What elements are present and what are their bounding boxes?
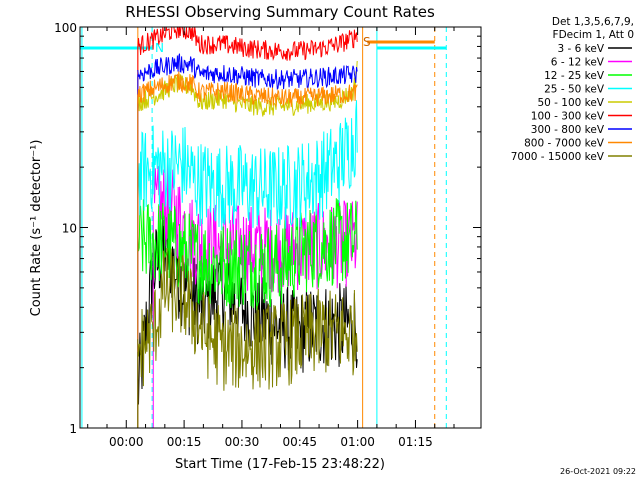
series-line-6 <box>137 26 358 61</box>
x-axis-label: Start Time (17-Feb-15 23:48:22) <box>175 457 385 472</box>
series-layer <box>137 26 358 428</box>
legend-label-2: 6 - 12 keV <box>551 57 605 69</box>
plot-frame <box>79 26 482 429</box>
series-line-4 <box>137 100 358 231</box>
series-line-5 <box>137 60 358 117</box>
x-tick-label: 00:15 <box>167 435 202 449</box>
legend-label-8: 800 - 7000 keV <box>524 138 605 150</box>
timestamp: 26-Oct-2021 09:22 <box>560 467 636 476</box>
legend-label-7: 300 - 800 keV <box>531 124 605 136</box>
legend-label-6: 100 - 300 keV <box>531 111 605 123</box>
saa-marker-label: S <box>363 35 371 49</box>
x-tick-label: 01:15 <box>398 435 433 449</box>
chart-title: RHESSI Observing Summary Count Rates <box>125 3 435 21</box>
series-line-3 <box>137 198 358 311</box>
x-tick-label: 00:30 <box>225 435 260 449</box>
series-line-8 <box>137 71 358 109</box>
legend-label-5: 50 - 100 keV <box>537 97 604 109</box>
series-line-9 <box>137 247 358 391</box>
legend-label-1: 3 - 6 keV <box>557 43 604 55</box>
y-tick-label: 10 <box>62 222 77 236</box>
legend-label-3: 12 - 25 keV <box>544 70 605 82</box>
y-tick-label: 1 <box>69 422 77 436</box>
x-tick-label: 01:00 <box>340 435 375 449</box>
x-tick-label: 00:00 <box>109 435 144 449</box>
legend-label-9: 7000 - 15000 keV <box>511 151 605 163</box>
series-line-7 <box>137 53 358 90</box>
legend-label-4: 25 - 50 keV <box>544 84 605 96</box>
y-tick-label: 100 <box>54 21 77 35</box>
x-tick-label: 00:45 <box>282 435 317 449</box>
axis-ticks: 00:00 00:15 00:30 00:45 01:00 01:15 1 10 100 <box>54 21 481 449</box>
legend-header-line-2: FDecim 1, Att 0 <box>553 29 634 41</box>
legend-header-line-1: Det 1,3,5,6,7,9, <box>552 16 634 28</box>
y-axis-label: Count Rate (s⁻¹ detector⁻¹) <box>29 140 44 317</box>
night-marker-label: N <box>155 41 164 55</box>
